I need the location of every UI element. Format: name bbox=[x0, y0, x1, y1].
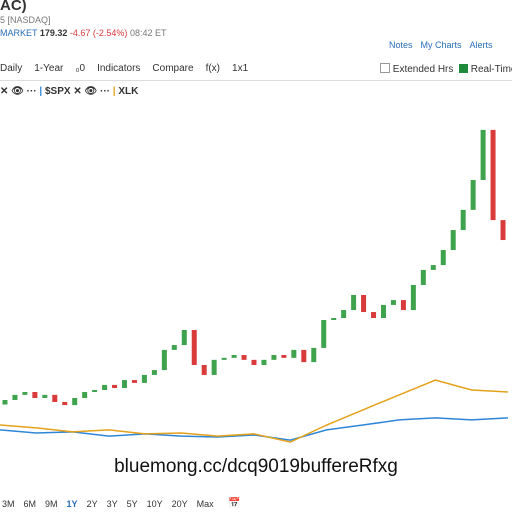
toolbar-item[interactable]: 1-Year bbox=[34, 63, 64, 74]
candle bbox=[42, 394, 48, 398]
range-button[interactable]: 1Y bbox=[66, 499, 78, 509]
legend: ✕ 👁 ··· | $SPX ✕ 👁 ··· | XLK bbox=[0, 86, 139, 97]
candle bbox=[161, 349, 167, 371]
candle bbox=[341, 310, 347, 319]
toolbar-right: Extended Hrs Real-Time bbox=[380, 63, 512, 75]
candle bbox=[201, 364, 207, 375]
link[interactable]: Notes bbox=[389, 40, 413, 50]
range-button[interactable]: Max bbox=[196, 499, 214, 509]
candle bbox=[22, 392, 28, 395]
candle bbox=[440, 249, 446, 266]
time: 08:42 ET bbox=[129, 28, 167, 38]
candle bbox=[82, 392, 88, 398]
candle bbox=[410, 285, 416, 311]
candle bbox=[400, 300, 406, 311]
candle bbox=[420, 269, 426, 285]
calendar-icon[interactable]: 📅 bbox=[228, 498, 241, 509]
range-button[interactable]: 10Y bbox=[146, 499, 163, 509]
candle bbox=[390, 300, 396, 305]
candle bbox=[2, 399, 8, 405]
candle bbox=[112, 384, 118, 389]
checkbox[interactable] bbox=[458, 64, 468, 73]
range-button[interactable]: 20Y bbox=[171, 499, 188, 509]
legend-item[interactable]: XLK bbox=[118, 86, 139, 97]
range-button[interactable]: 2Y bbox=[86, 499, 98, 509]
candle bbox=[500, 220, 506, 241]
market: MARKET bbox=[0, 28, 38, 38]
candle bbox=[380, 304, 386, 319]
candle bbox=[331, 318, 337, 321]
series-line bbox=[0, 417, 509, 441]
candle bbox=[430, 265, 436, 270]
range-button[interactable]: 6M bbox=[23, 499, 37, 509]
candle bbox=[171, 345, 177, 350]
candle bbox=[181, 329, 187, 346]
divider bbox=[0, 80, 512, 81]
candle bbox=[231, 355, 237, 358]
candle bbox=[131, 380, 137, 383]
watermark: bluemong.cc/dcq9019buffereRfxg bbox=[0, 450, 512, 484]
toolbar: Daily 1-Year ₀0 Indicators Compare f(x) 1x1 bbox=[0, 63, 260, 74]
range-button[interactable]: 3Y bbox=[106, 499, 118, 509]
candle bbox=[62, 401, 68, 406]
toolbar-item[interactable]: ₀0 bbox=[75, 63, 86, 74]
range-button[interactable]: 3M bbox=[2, 499, 15, 509]
quote: MARKET 179.32 -4.67 (-2.54%) 08:42 ET bbox=[0, 28, 166, 38]
candle bbox=[301, 349, 307, 363]
change: -4.67 (-2.54%) bbox=[69, 28, 128, 38]
candle bbox=[102, 384, 108, 391]
toolbar-item[interactable]: Daily bbox=[0, 63, 23, 74]
exchange: 5 [NASDAQ] bbox=[0, 15, 51, 25]
legend-item[interactable]: $SPX bbox=[45, 86, 71, 97]
candle bbox=[251, 359, 257, 365]
candle bbox=[191, 329, 197, 365]
link[interactable]: Alerts bbox=[469, 40, 493, 50]
candle bbox=[450, 230, 456, 250]
candle bbox=[490, 129, 496, 221]
toolbar-item[interactable]: Compare bbox=[152, 63, 194, 74]
candle bbox=[311, 347, 317, 363]
candle bbox=[281, 355, 287, 358]
candle bbox=[470, 179, 476, 210]
checkbox[interactable] bbox=[380, 63, 390, 73]
link[interactable]: My Charts bbox=[420, 40, 462, 50]
candle bbox=[321, 320, 327, 348]
symbol: AC) bbox=[0, 0, 27, 14]
candle bbox=[141, 374, 147, 383]
candle bbox=[122, 380, 128, 389]
candle bbox=[241, 355, 247, 360]
candle bbox=[92, 390, 98, 393]
toolbar-item[interactable]: 1x1 bbox=[232, 63, 249, 74]
candle bbox=[221, 357, 227, 360]
range-bar: 3M 6M 9M 1Y 2Y 3Y 5Y 10Y 20Y Max bbox=[2, 499, 223, 509]
candle bbox=[271, 355, 277, 360]
toolbar-item[interactable]: f(x) bbox=[205, 63, 221, 74]
candle bbox=[151, 370, 157, 375]
real-time[interactable]: Real-Time bbox=[470, 64, 512, 75]
toolbar-item[interactable]: Indicators bbox=[97, 63, 141, 74]
candle bbox=[261, 359, 267, 365]
candle bbox=[460, 209, 466, 231]
chart bbox=[0, 129, 509, 443]
candle bbox=[291, 349, 297, 358]
candle bbox=[361, 294, 367, 313]
range-button[interactable]: 5Y bbox=[126, 499, 138, 509]
candle bbox=[480, 129, 486, 180]
candle bbox=[351, 294, 357, 311]
candle bbox=[371, 312, 377, 319]
candle bbox=[12, 394, 18, 400]
candle bbox=[52, 394, 58, 402]
candle bbox=[32, 392, 38, 398]
candle bbox=[72, 397, 78, 406]
range-button[interactable]: 9M bbox=[45, 499, 58, 509]
candle bbox=[211, 359, 217, 375]
series-line bbox=[0, 379, 509, 443]
links: Notes My Charts Alerts bbox=[389, 40, 501, 50]
price: 179.32 bbox=[39, 28, 68, 38]
extended-hrs[interactable]: Extended Hrs bbox=[392, 64, 454, 75]
